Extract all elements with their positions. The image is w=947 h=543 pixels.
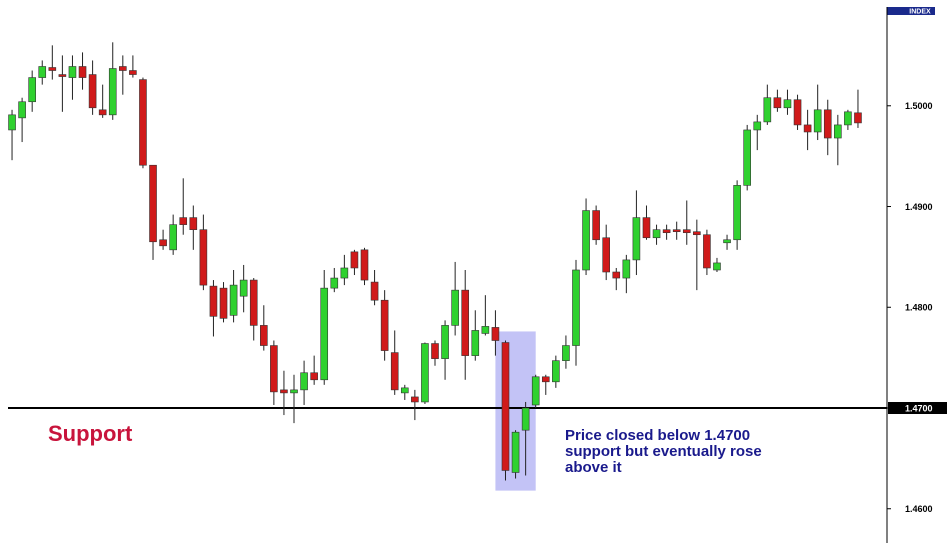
candle-body	[320, 287, 329, 381]
candle-body	[370, 281, 379, 301]
y-tick-label: 1.4900	[905, 202, 933, 212]
y-tick-label: 1.5000	[905, 101, 933, 111]
candle-body	[421, 343, 429, 403]
candle-body	[763, 97, 772, 123]
candle-body	[28, 77, 36, 103]
axis-title-box	[887, 7, 935, 15]
candle-body	[552, 360, 560, 383]
candle-body	[612, 271, 621, 279]
candle-body	[461, 289, 470, 356]
candle-body	[310, 372, 318, 381]
candle-body	[622, 259, 631, 279]
candle-body	[834, 124, 842, 139]
candle-body	[189, 217, 198, 230]
candle-body	[68, 66, 77, 78]
annotation-text: above it	[565, 459, 622, 476]
candle-body	[149, 164, 157, 243]
candle-body	[290, 389, 298, 394]
candle-body	[562, 345, 570, 361]
candle-body	[259, 325, 268, 346]
candle-body	[844, 111, 852, 126]
candle-body	[773, 97, 782, 109]
support-label: Support	[48, 421, 133, 446]
candle-body	[451, 289, 459, 326]
candle-body	[753, 121, 762, 131]
candle-body	[330, 277, 339, 289]
candle-body	[48, 67, 57, 71]
candle-body	[78, 66, 87, 78]
candle-body	[572, 269, 580, 346]
candle-body	[672, 229, 681, 233]
candle-body	[58, 74, 67, 77]
candle-body	[481, 326, 490, 334]
candle-body	[682, 229, 691, 234]
candle-body	[300, 372, 308, 391]
candle-body	[249, 279, 258, 326]
candle-body	[411, 396, 419, 403]
candle-body	[270, 345, 278, 393]
candle-body	[380, 299, 389, 351]
candle-body	[793, 99, 802, 126]
candle-body	[88, 74, 97, 109]
candle-body	[340, 267, 349, 279]
y-tick-label: 1.4600	[905, 504, 933, 514]
candle-body	[350, 251, 359, 269]
candle-body	[129, 70, 137, 75]
candle-body	[511, 431, 520, 473]
annotation-text: Price closed below 1.4700	[565, 427, 750, 444]
candle-body	[693, 231, 701, 236]
candle-body	[360, 249, 369, 281]
candle-body	[582, 210, 590, 271]
candle-body	[159, 239, 167, 247]
candle-body	[219, 287, 228, 319]
candle-body	[98, 109, 107, 116]
candle-body	[38, 66, 47, 78]
candle-body	[169, 224, 177, 251]
candle-body	[521, 407, 530, 431]
candle-body	[602, 237, 611, 273]
candle-body	[179, 217, 188, 225]
candle-body	[541, 376, 550, 383]
candle-body	[854, 112, 862, 124]
candle-body	[642, 217, 651, 239]
candle-body	[823, 109, 832, 139]
support-tick-box	[888, 402, 947, 415]
candle-body	[723, 239, 731, 244]
candle-body	[8, 114, 16, 131]
candle-body	[239, 279, 248, 297]
candle-body	[431, 343, 439, 359]
candle-body	[441, 325, 449, 359]
candle-body	[280, 389, 288, 394]
y-tick-label: 1.4700	[905, 403, 933, 413]
candle-body	[783, 99, 792, 109]
y-tick-label: 1.4800	[905, 303, 933, 313]
candle-body	[139, 79, 147, 166]
axis-title: INDEX	[909, 8, 931, 15]
candle-body	[652, 229, 661, 239]
candle-body	[400, 387, 409, 394]
candle-body	[390, 352, 399, 391]
candle-body	[119, 66, 127, 71]
candle-body	[743, 129, 751, 186]
candle-body	[733, 185, 741, 241]
candle-body	[632, 217, 641, 261]
candle-body	[471, 330, 480, 356]
candle-body	[229, 284, 238, 316]
candle-body	[209, 285, 218, 317]
candle-body	[713, 262, 721, 271]
candle-body	[592, 210, 600, 241]
candle-body	[703, 234, 711, 269]
candle-body	[813, 109, 822, 133]
candle-body	[18, 101, 26, 119]
candle-body	[803, 124, 812, 133]
candle-body	[662, 229, 671, 234]
candle-body	[491, 327, 500, 341]
candle-body	[199, 229, 208, 286]
candle-body	[108, 68, 117, 116]
annotation-text: support but eventually rose	[565, 443, 762, 460]
candle-body	[531, 376, 540, 406]
candle-body	[501, 342, 510, 471]
